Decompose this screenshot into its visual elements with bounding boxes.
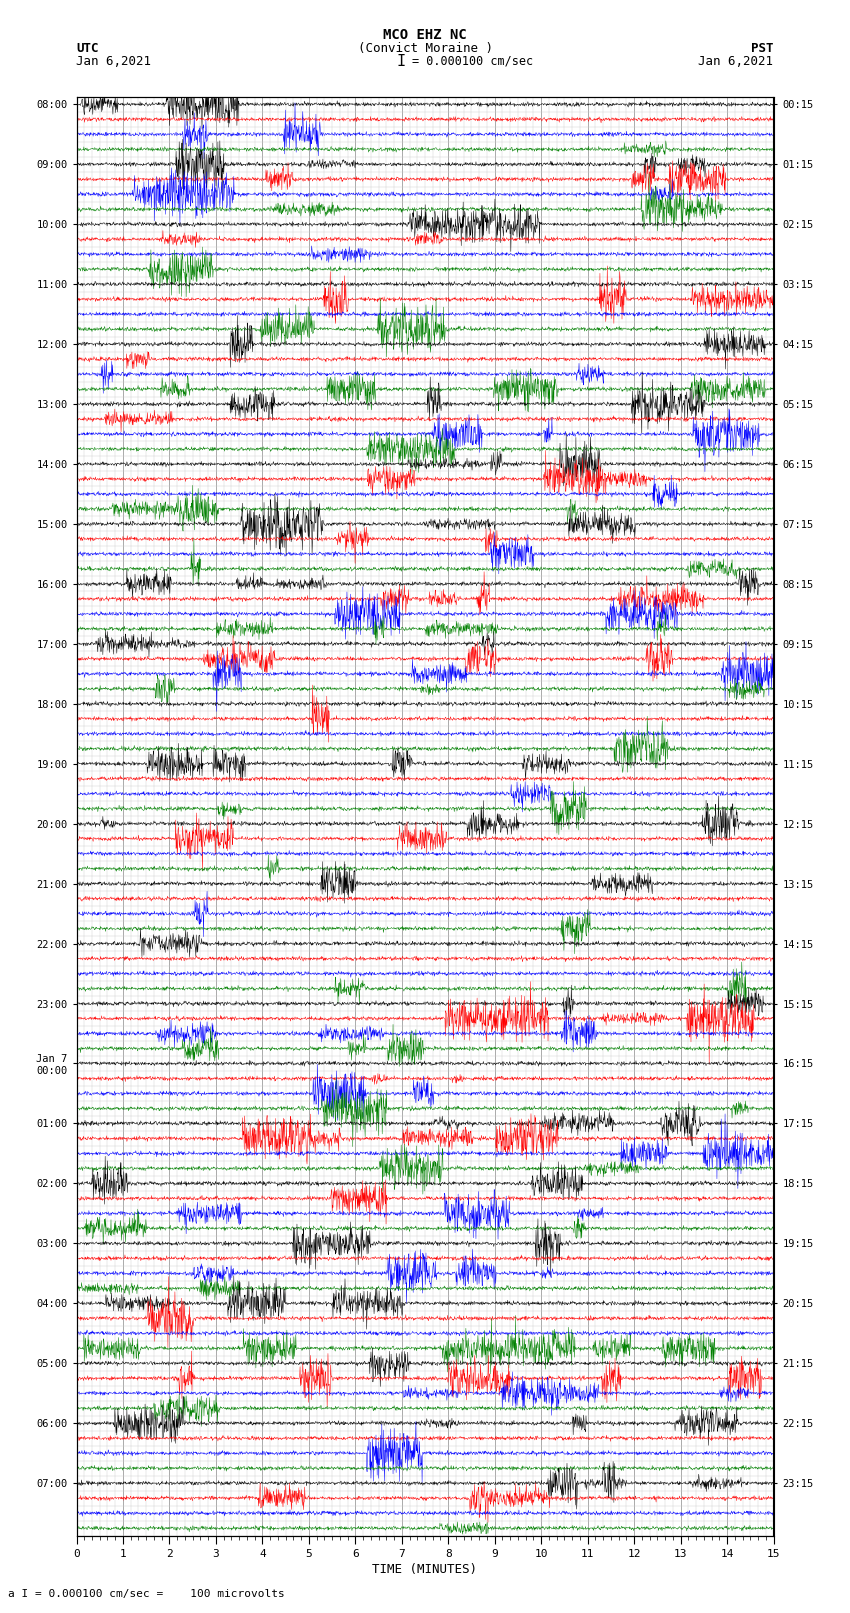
Text: (Convict Moraine ): (Convict Moraine ) bbox=[358, 42, 492, 55]
X-axis label: TIME (MINUTES): TIME (MINUTES) bbox=[372, 1563, 478, 1576]
Text: Jan 6,2021: Jan 6,2021 bbox=[699, 55, 774, 68]
Text: MCO EHZ NC: MCO EHZ NC bbox=[383, 29, 467, 42]
Text: UTC: UTC bbox=[76, 42, 99, 55]
Text: PST: PST bbox=[751, 42, 774, 55]
Text: a I = 0.000100 cm/sec =    100 microvolts: a I = 0.000100 cm/sec = 100 microvolts bbox=[8, 1589, 286, 1598]
Text: = 0.000100 cm/sec: = 0.000100 cm/sec bbox=[412, 55, 534, 68]
Text: Jan 6,2021: Jan 6,2021 bbox=[76, 55, 151, 68]
Text: I: I bbox=[397, 53, 405, 69]
